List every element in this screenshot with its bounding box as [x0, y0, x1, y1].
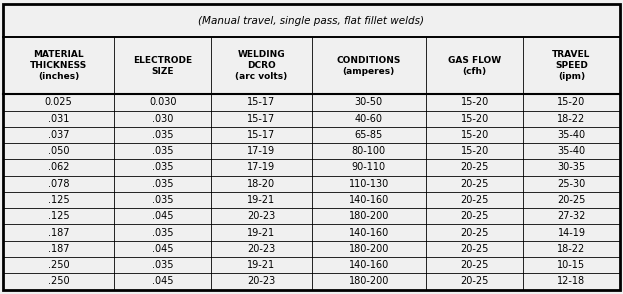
Text: 180-200: 180-200: [349, 244, 389, 254]
Text: .035: .035: [152, 146, 173, 156]
Text: 17-19: 17-19: [247, 146, 275, 156]
Text: 140-160: 140-160: [349, 260, 389, 270]
Text: .035: .035: [152, 260, 173, 270]
Text: 18-20: 18-20: [247, 179, 275, 189]
Text: GAS FLOW
(cfh): GAS FLOW (cfh): [448, 56, 502, 76]
Text: .035: .035: [152, 195, 173, 205]
Text: 20-25: 20-25: [460, 276, 489, 286]
Text: 15-20: 15-20: [558, 97, 586, 107]
Text: .031: .031: [48, 114, 69, 124]
Text: .250: .250: [48, 260, 70, 270]
Text: 20-25: 20-25: [460, 244, 489, 254]
Text: 27-32: 27-32: [558, 211, 586, 221]
Text: .062: .062: [48, 163, 69, 173]
Text: .045: .045: [152, 244, 173, 254]
Text: 90-110: 90-110: [352, 163, 386, 173]
Text: 15-20: 15-20: [460, 146, 489, 156]
Text: MATERIAL
THICKNESS
(inches): MATERIAL THICKNESS (inches): [30, 50, 87, 81]
Text: 25-30: 25-30: [558, 179, 586, 189]
Text: 19-21: 19-21: [247, 260, 275, 270]
Text: 15-20: 15-20: [460, 130, 489, 140]
Text: 15-20: 15-20: [460, 97, 489, 107]
Text: 20-25: 20-25: [558, 195, 586, 205]
Text: ELECTRODE
SIZE: ELECTRODE SIZE: [133, 56, 193, 76]
Text: 40-60: 40-60: [355, 114, 383, 124]
Text: 10-15: 10-15: [558, 260, 586, 270]
Text: 17-19: 17-19: [247, 163, 275, 173]
Text: .045: .045: [152, 276, 173, 286]
Text: 110-130: 110-130: [349, 179, 389, 189]
Text: .187: .187: [48, 228, 69, 238]
Text: 20-23: 20-23: [247, 276, 275, 286]
Text: 15-17: 15-17: [247, 114, 275, 124]
Text: .037: .037: [48, 130, 69, 140]
Text: 19-21: 19-21: [247, 228, 275, 238]
Text: 180-200: 180-200: [349, 211, 389, 221]
Text: 35-40: 35-40: [558, 146, 586, 156]
Text: 14-19: 14-19: [558, 228, 586, 238]
Text: (Manual travel, single pass, flat fillet welds): (Manual travel, single pass, flat fillet…: [199, 16, 424, 26]
Text: 19-21: 19-21: [247, 195, 275, 205]
Text: 20-25: 20-25: [460, 195, 489, 205]
Text: 20-25: 20-25: [460, 211, 489, 221]
Text: .045: .045: [152, 211, 173, 221]
Text: 20-23: 20-23: [247, 244, 275, 254]
Text: WELDING
DCRO
(arc volts): WELDING DCRO (arc volts): [235, 50, 287, 81]
Text: .035: .035: [152, 130, 173, 140]
Text: 15-17: 15-17: [247, 97, 275, 107]
Text: 35-40: 35-40: [558, 130, 586, 140]
Text: 0.025: 0.025: [45, 97, 72, 107]
Text: 140-160: 140-160: [349, 228, 389, 238]
Text: .035: .035: [152, 179, 173, 189]
Text: 20-25: 20-25: [460, 179, 489, 189]
Text: 18-22: 18-22: [558, 114, 586, 124]
Text: 15-17: 15-17: [247, 130, 275, 140]
Text: 12-18: 12-18: [558, 276, 586, 286]
Text: CONDITIONS
(amperes): CONDITIONS (amperes): [336, 56, 401, 76]
Text: 20-23: 20-23: [247, 211, 275, 221]
Text: .035: .035: [152, 163, 173, 173]
Text: TRAVEL
SPEED
(ipm): TRAVEL SPEED (ipm): [552, 50, 591, 81]
Text: .050: .050: [48, 146, 69, 156]
Text: .035: .035: [152, 228, 173, 238]
Text: .187: .187: [48, 244, 69, 254]
Text: 20-25: 20-25: [460, 163, 489, 173]
Text: 20-25: 20-25: [460, 228, 489, 238]
Text: 140-160: 140-160: [349, 195, 389, 205]
Text: .030: .030: [152, 114, 173, 124]
Text: 0.030: 0.030: [149, 97, 176, 107]
Text: .250: .250: [48, 276, 70, 286]
Text: 20-25: 20-25: [460, 260, 489, 270]
Text: 65-85: 65-85: [354, 130, 383, 140]
Text: 30-35: 30-35: [558, 163, 586, 173]
Text: 15-20: 15-20: [460, 114, 489, 124]
Text: 30-50: 30-50: [355, 97, 383, 107]
Text: 80-100: 80-100: [352, 146, 386, 156]
Text: .125: .125: [48, 211, 70, 221]
Text: 18-22: 18-22: [558, 244, 586, 254]
Text: .125: .125: [48, 195, 70, 205]
Text: 180-200: 180-200: [349, 276, 389, 286]
Text: .078: .078: [48, 179, 69, 189]
